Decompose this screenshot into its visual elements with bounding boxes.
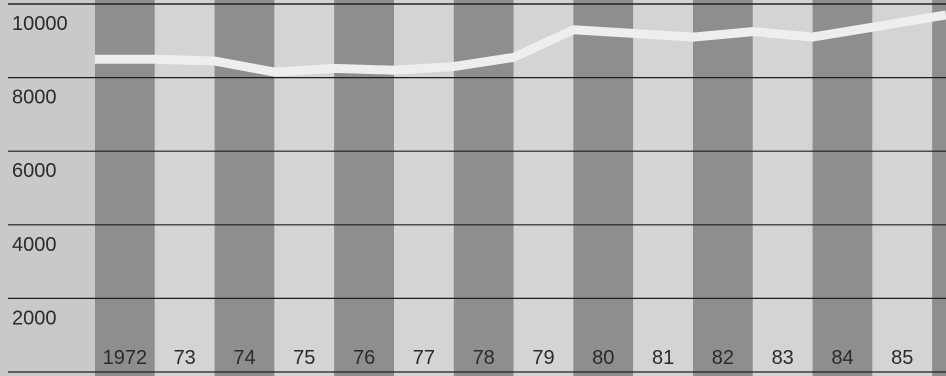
series-line bbox=[95, 10, 946, 77]
x-tick-label: 75 bbox=[293, 347, 315, 369]
year-band bbox=[573, 0, 634, 376]
x-tick-label: 78 bbox=[473, 347, 495, 369]
y-tick-label: 6000 bbox=[12, 160, 57, 182]
year-band bbox=[334, 0, 394, 376]
year-band bbox=[812, 0, 873, 376]
year-band bbox=[394, 0, 454, 376]
x-tick-label: 80 bbox=[592, 347, 614, 369]
x-tick-label: 79 bbox=[532, 347, 554, 369]
x-tick-labels: 1972 73 74 75 76 77 78 79 80 81 82 83 84 85 bbox=[103, 347, 914, 369]
year-band bbox=[693, 0, 753, 376]
x-tick-label: 83 bbox=[772, 347, 794, 369]
year-band bbox=[513, 0, 574, 376]
x-tick-label: 76 bbox=[353, 347, 375, 369]
gridlines bbox=[8, 3, 946, 373]
series-layer bbox=[94, 10, 946, 77]
y-tick-label: 4000 bbox=[12, 234, 57, 256]
y-tick-labels: 2000 4000 6000 8000 10000 bbox=[12, 13, 68, 329]
year-band bbox=[633, 0, 693, 376]
x-tick-label: 77 bbox=[413, 347, 435, 369]
x-tick-label: 1972 bbox=[103, 347, 148, 369]
y-tick-label: 10000 bbox=[12, 13, 68, 35]
year-band bbox=[932, 0, 946, 376]
x-tick-label: 82 bbox=[712, 347, 734, 369]
year-band bbox=[752, 0, 813, 376]
x-tick-label: 74 bbox=[233, 347, 255, 369]
year-band bbox=[872, 0, 933, 376]
y-tick-label: 8000 bbox=[12, 87, 57, 109]
x-tick-label: 85 bbox=[891, 347, 913, 369]
x-tick-label: 84 bbox=[831, 347, 853, 369]
x-tick-label: 73 bbox=[174, 347, 196, 369]
x-tick-label: 81 bbox=[652, 347, 674, 369]
y-tick-label: 2000 bbox=[12, 307, 57, 329]
year-band bbox=[214, 0, 275, 376]
year-band bbox=[274, 0, 335, 376]
